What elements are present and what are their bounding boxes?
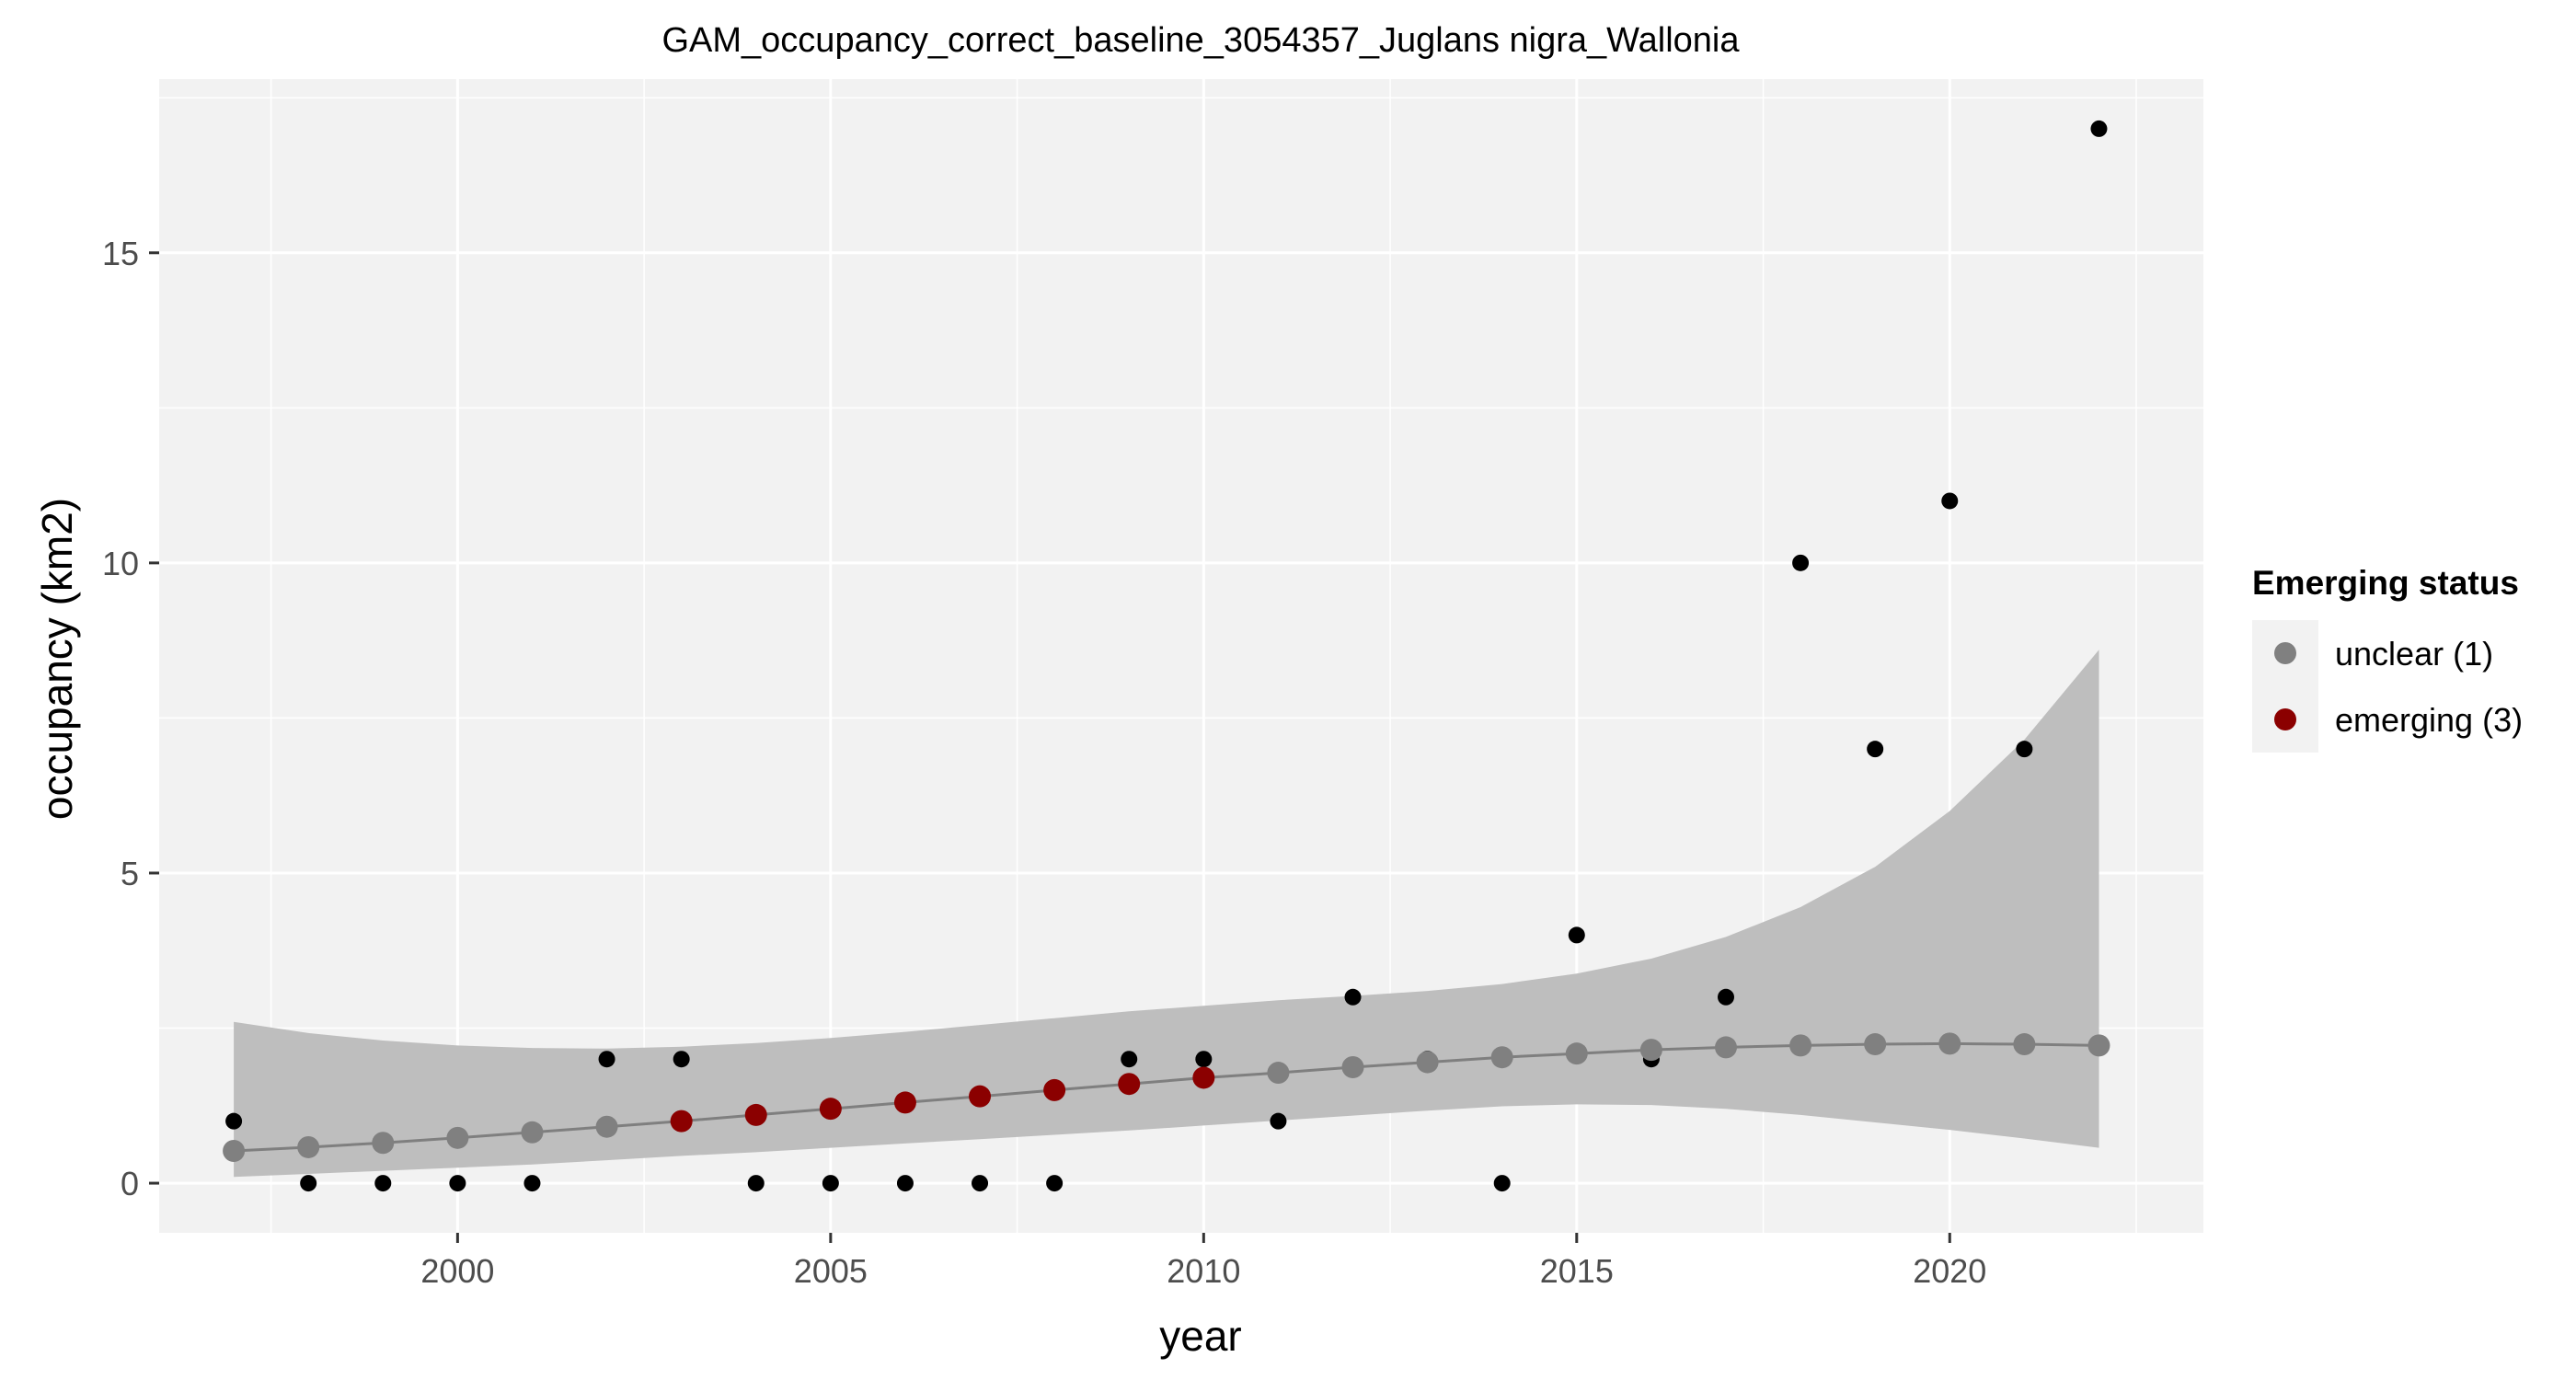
- legend-key-marker: [2274, 708, 2296, 730]
- fitted-point: [446, 1126, 469, 1149]
- observed-point: [2090, 120, 2108, 137]
- y-axis-title: occupancy (km2): [33, 498, 81, 820]
- x-tick-labels: 2000 2005 2010 2015 2020: [420, 1252, 1986, 1290]
- observed-point: [1941, 492, 1959, 510]
- y-tick-label: 10: [102, 545, 139, 582]
- fitted-point: [969, 1085, 992, 1108]
- observed-point: [1792, 554, 1810, 571]
- fitted-point: [893, 1091, 916, 1114]
- fitted-point: [595, 1115, 618, 1138]
- observed-point: [1344, 988, 1362, 1006]
- y-tick-label: 0: [121, 1165, 139, 1202]
- fitted-point: [372, 1132, 395, 1155]
- fitted-point: [2087, 1034, 2110, 1057]
- observed-point: [225, 1112, 243, 1130]
- y-tick-labels: 0 5 10 15: [102, 235, 139, 1202]
- observed-point: [1195, 1051, 1213, 1068]
- observed-point: [896, 1175, 914, 1192]
- observed-point: [449, 1175, 466, 1192]
- observed-point: [1046, 1175, 1064, 1192]
- x-tick-label: 2020: [1913, 1252, 1986, 1290]
- fitted-point: [819, 1098, 842, 1121]
- x-tick-label: 2000: [420, 1252, 494, 1290]
- fitted-point: [1490, 1046, 1513, 1069]
- fitted-point: [1267, 1062, 1290, 1085]
- fitted-point: [521, 1121, 544, 1144]
- fitted-point: [1639, 1039, 1662, 1062]
- observed-point: [2016, 741, 2033, 758]
- confidence-band: [234, 650, 2099, 1178]
- legend-label: unclear (1): [2335, 635, 2493, 673]
- fitted-point: [1565, 1042, 1588, 1065]
- observed-point: [747, 1175, 765, 1192]
- fitted-point: [1192, 1066, 1215, 1089]
- observed-point: [374, 1175, 392, 1192]
- legend-key-marker: [2274, 642, 2296, 664]
- observed-point: [972, 1175, 989, 1192]
- observed-point: [1493, 1175, 1511, 1192]
- observed-point: [300, 1175, 317, 1192]
- legend-keys: unclear (1) emerging (3): [2252, 620, 2523, 753]
- fitted-trend-line: [234, 1041, 2099, 1153]
- y-tick-label: 5: [121, 855, 139, 892]
- chart-title: GAM_occupancy_correct_baseline_3054357_J…: [661, 21, 1740, 60]
- observed-point: [598, 1051, 615, 1068]
- legend-label: emerging (3): [2335, 701, 2523, 739]
- observed-point: [822, 1175, 839, 1192]
- fitted-point: [1043, 1078, 1066, 1101]
- fitted-status-points: [223, 1032, 2110, 1163]
- fitted-point: [1341, 1055, 1364, 1078]
- fitted-point: [1789, 1034, 1812, 1057]
- legend-title: Emerging status: [2252, 564, 2519, 602]
- x-axis-title: year: [1159, 1312, 1241, 1360]
- fitted-point: [670, 1110, 693, 1133]
- y-tick-label: 15: [102, 235, 139, 272]
- fitted-point: [2013, 1033, 2036, 1056]
- x-tick-label: 2010: [1167, 1252, 1240, 1290]
- fitted-point: [1864, 1033, 1887, 1056]
- fitted-point: [1118, 1073, 1141, 1096]
- fitted-point: [1714, 1036, 1737, 1059]
- observed-point: [1867, 741, 1884, 758]
- fitted-point: [744, 1103, 767, 1126]
- fitted-point: [223, 1140, 246, 1163]
- x-tick-label: 2015: [1540, 1252, 1614, 1290]
- legend: Emerging status unclear (1) emerging (3): [2252, 564, 2523, 753]
- x-tick-label: 2005: [794, 1252, 868, 1290]
- observed-point: [1717, 988, 1734, 1006]
- observed-point: [523, 1175, 541, 1192]
- observed-point: [1121, 1051, 1138, 1068]
- axis-ticks: [149, 251, 1951, 1243]
- fitted-point: [297, 1135, 320, 1158]
- observed-point: [673, 1051, 690, 1068]
- major-gridlines: [159, 79, 2203, 1233]
- fitted-point: [1938, 1032, 1961, 1055]
- observed-point: [1568, 926, 1585, 944]
- fitted-point: [1416, 1051, 1439, 1074]
- observed-point: [1270, 1112, 1287, 1130]
